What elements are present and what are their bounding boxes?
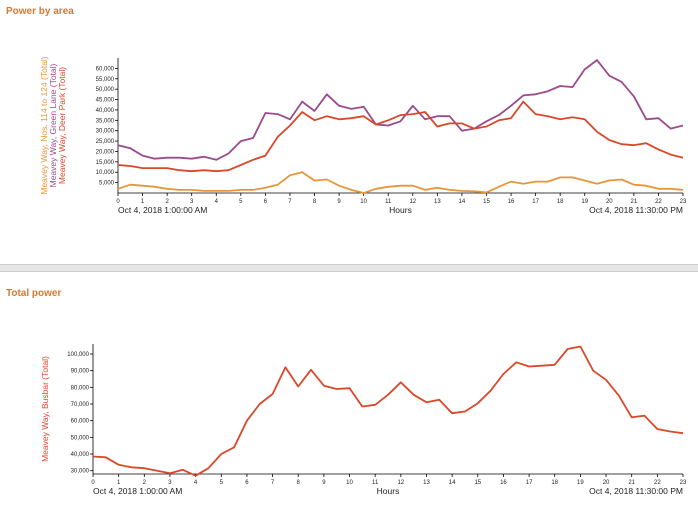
x-tick-label: 9 [337,199,341,205]
x-tick-label: 13 [434,199,441,205]
x-tick-label: 6 [245,480,249,486]
x-start-label: Oct 4, 2018 1:00:00 AM [93,486,182,496]
x-tick-label: 21 [631,199,638,205]
x-tick-label: 15 [474,480,481,486]
y-tick-label: 30,000 [96,129,115,135]
x-end-label: Oct 4, 2018 11:30:00 PM [589,486,683,496]
x-tick-label: 13 [423,480,430,486]
x-tick-label: 1 [141,199,145,205]
x-tick-label: 12 [409,199,416,205]
y-tick-label: 35,000 [96,118,115,124]
x-tick-label: 2 [165,199,169,205]
x-tick-label: 4 [194,480,198,486]
x-tick-label: 8 [297,480,301,486]
x-tick-label: 11 [372,480,379,486]
x-tick-label: 12 [397,480,404,486]
x-tick-label: 5 [239,199,243,205]
y-tick-label: 50,000 [96,87,115,93]
y-series-title-1: Meavey Way, Busbar (Total) [40,356,50,462]
x-tick-label: 23 [680,199,687,205]
x-tick-label: 9 [322,480,326,486]
y-tick-label: 45,000 [96,98,115,104]
x-tick-label: 4 [215,199,219,205]
x-tick-label: 22 [654,480,661,486]
panel-divider [0,264,698,272]
x-axis-title: Hours [377,486,400,496]
y-tick-label: 15,000 [96,160,115,166]
y-tick-label: 25,000 [96,139,115,145]
y-tick-label: 55,000 [96,77,115,83]
x-tick-label: 3 [190,199,194,205]
x-tick-label: 16 [500,480,507,486]
y-tick-label: 10,000 [96,170,115,176]
y-tick-label: 40,000 [96,108,115,114]
y-tick-label: 5,000 [99,181,115,187]
series-line-1 [117,171,684,194]
x-tick-label: 7 [288,199,292,205]
x-tick-label: 16 [508,199,515,205]
series-line-3 [117,100,684,173]
x-tick-label: 1 [117,480,121,486]
y-tick-label: 30,000 [71,469,90,475]
y-series-title-1: Meavey Way, Nos. 114 to 124 (Total) [39,56,49,194]
x-tick-label: 2 [143,480,147,486]
x-tick-label: 19 [581,199,588,205]
x-tick-label: 23 [680,480,687,486]
x-tick-label: 6 [264,199,268,205]
x-tick-label: 22 [655,199,662,205]
y-tick-label: 20,000 [96,149,115,155]
panel-title-total-power: Total power [6,288,62,299]
x-tick-label: 18 [557,199,564,205]
y-tick-label: 80,000 [71,385,90,391]
y-series-title-3: Meavey Way, Deer Park (Total) [57,67,67,184]
y-tick-label: 40,000 [71,452,90,458]
y-series-title-2: Meavey Way, Green Lane (Total) [48,63,58,187]
y-tick-label: 60,000 [96,66,115,72]
y-tick-label: 60,000 [71,419,90,425]
y-tick-label: 90,000 [71,369,90,375]
panel-title-power-by-area: Power by area [6,6,74,17]
x-tick-label: 17 [532,199,539,205]
series-line-2 [117,59,684,161]
x-tick-label: 0 [116,199,120,205]
x-tick-label: 3 [168,480,172,486]
x-tick-label: 8 [313,199,317,205]
x-tick-label: 20 [606,199,613,205]
x-tick-label: 18 [551,480,558,486]
x-tick-label: 15 [483,199,490,205]
x-tick-label: 11 [385,199,392,205]
x-tick-label: 10 [346,480,353,486]
x-tick-label: 5 [220,480,224,486]
x-tick-label: 19 [577,480,584,486]
y-tick-label: 100,000 [67,352,89,358]
x-end-label: Oct 4, 2018 11:30:00 PM [589,205,683,215]
x-tick-label: 7 [271,480,275,486]
x-tick-label: 21 [628,480,635,486]
x-axis-title: Hours [389,205,412,215]
x-tick-label: 17 [526,480,533,486]
x-tick-label: 10 [360,199,367,205]
y-tick-label: 50,000 [71,435,90,441]
series-line-1 [92,345,684,477]
x-tick-label: 20 [603,480,610,486]
y-tick-label: 70,000 [71,402,90,408]
x-tick-label: 0 [91,480,95,486]
x-tick-label: 14 [449,480,456,486]
power-by-area-chart: 5,000 10,000 15,000 20,000 25,000 30,000 35,00… [39,56,687,215]
x-start-label: Oct 4, 2018 1:00:00 AM [118,205,207,215]
x-tick-label: 14 [459,199,466,205]
